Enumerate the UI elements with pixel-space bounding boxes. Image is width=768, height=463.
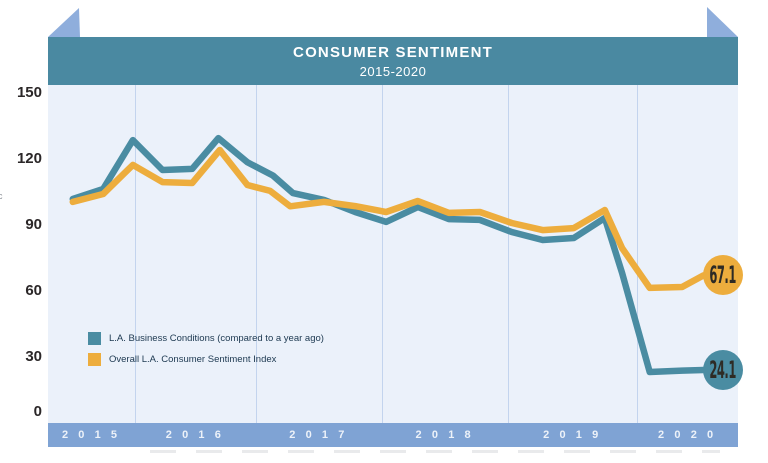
chart-title: CONSUMER SENTIMENT [293,44,493,61]
legend-item-business-conditions: L.A. Business Conditions (compared to a … [88,328,324,349]
chart-subtitle: 2015-2020 [359,64,427,79]
value-badge-business-conditions: 24.1 [703,350,743,390]
legend-swatch-orange [88,353,101,366]
ribbon-fold-right [707,7,738,37]
badge-value: 67.1 [709,261,737,289]
year-gridline [382,85,383,423]
x-axis-year-label: 2 0 1 5 [61,429,122,441]
y-axis-tick-label: 0 [33,403,42,420]
value-badge-sentiment-index: 67.1 [703,255,743,295]
year-gridline [255,85,257,423]
ribbon-fold-left [48,8,80,37]
chart-title-banner: CONSUMER SENTIMENT 2015-2020 [48,37,738,85]
y-axis-tick-label: 120 [16,150,42,167]
legend-item-sentiment-index: Overall L.A. Consumer Sentiment Index [88,349,324,370]
year-gridline [508,85,510,423]
year-gridline [134,85,136,423]
y-axis-tick-label: 90 [25,216,42,233]
y-axis-tick-label: 60 [25,282,42,299]
year-gridline [637,85,639,423]
x-axis-year-label: 2 0 1 8 [415,429,475,441]
cropped-caption-artifact [150,450,720,453]
legend-swatch-teal [88,332,101,345]
legend-label: L.A. Business Conditions (compared to a … [109,333,324,344]
x-axis-band: 2 0 1 5 2 0 1 6 2 0 1 7 2 0 1 8 2 0 1 9 2 0 2… [48,423,738,447]
x-axis-year-label: 2 0 1 7 [289,429,349,441]
legend: L.A. Business Conditions (compared to a … [88,328,324,370]
legend-label: Overall L.A. Consumer Sentiment Index [109,354,277,365]
x-axis-year-label: 2 0 2 0 [658,429,718,441]
x-axis-year-label: 2 0 1 9 [543,429,603,441]
y-axis-tick-label: 150 [16,84,42,101]
y-axis-tick-label: 30 [25,348,42,365]
plot-area [48,85,738,423]
badge-value: 24.1 [709,356,737,384]
cropped-axis-glyph: c [0,191,3,201]
x-axis-year-label: 2 0 1 6 [165,429,225,441]
